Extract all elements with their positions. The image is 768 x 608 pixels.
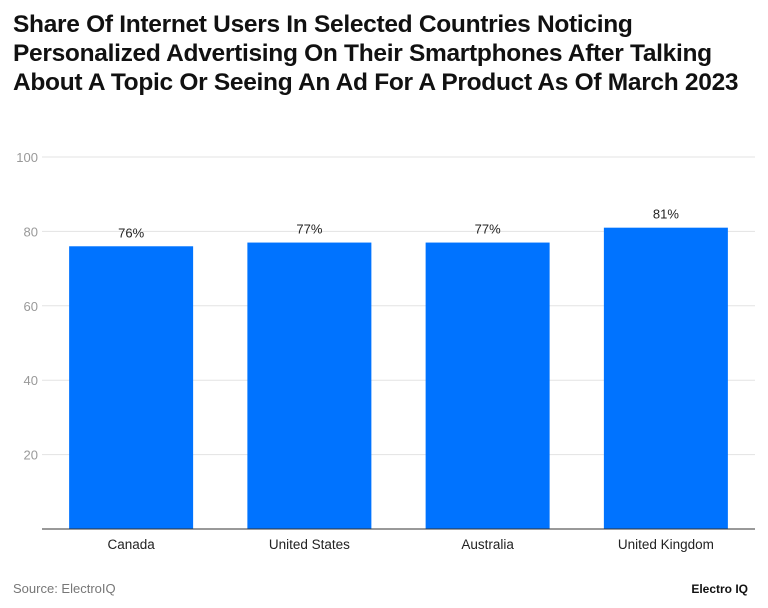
x-tick-label: United Kingdom [618,537,714,552]
x-tick-label: Australia [461,537,514,552]
data-label: 81% [653,207,679,222]
x-tick-label: United States [269,537,350,552]
bar [69,246,194,529]
y-tick-label: 40 [24,373,38,388]
brand-logo: Electro IQ [691,582,748,596]
data-label: 77% [296,222,322,237]
bar [603,227,728,529]
bar [425,242,550,529]
chart-title: Share Of Internet Users In Selected Coun… [13,11,739,96]
y-tick-label: 100 [16,150,38,165]
y-tick-label: 20 [24,448,38,463]
y-tick-label: 80 [24,224,38,239]
y-tick-label: 60 [24,299,38,314]
data-label: 76% [118,225,144,240]
x-tick-label: Canada [107,537,155,552]
bar [247,242,372,529]
data-label: 77% [475,222,501,237]
source-note: Source: ElectroIQ [13,581,116,596]
